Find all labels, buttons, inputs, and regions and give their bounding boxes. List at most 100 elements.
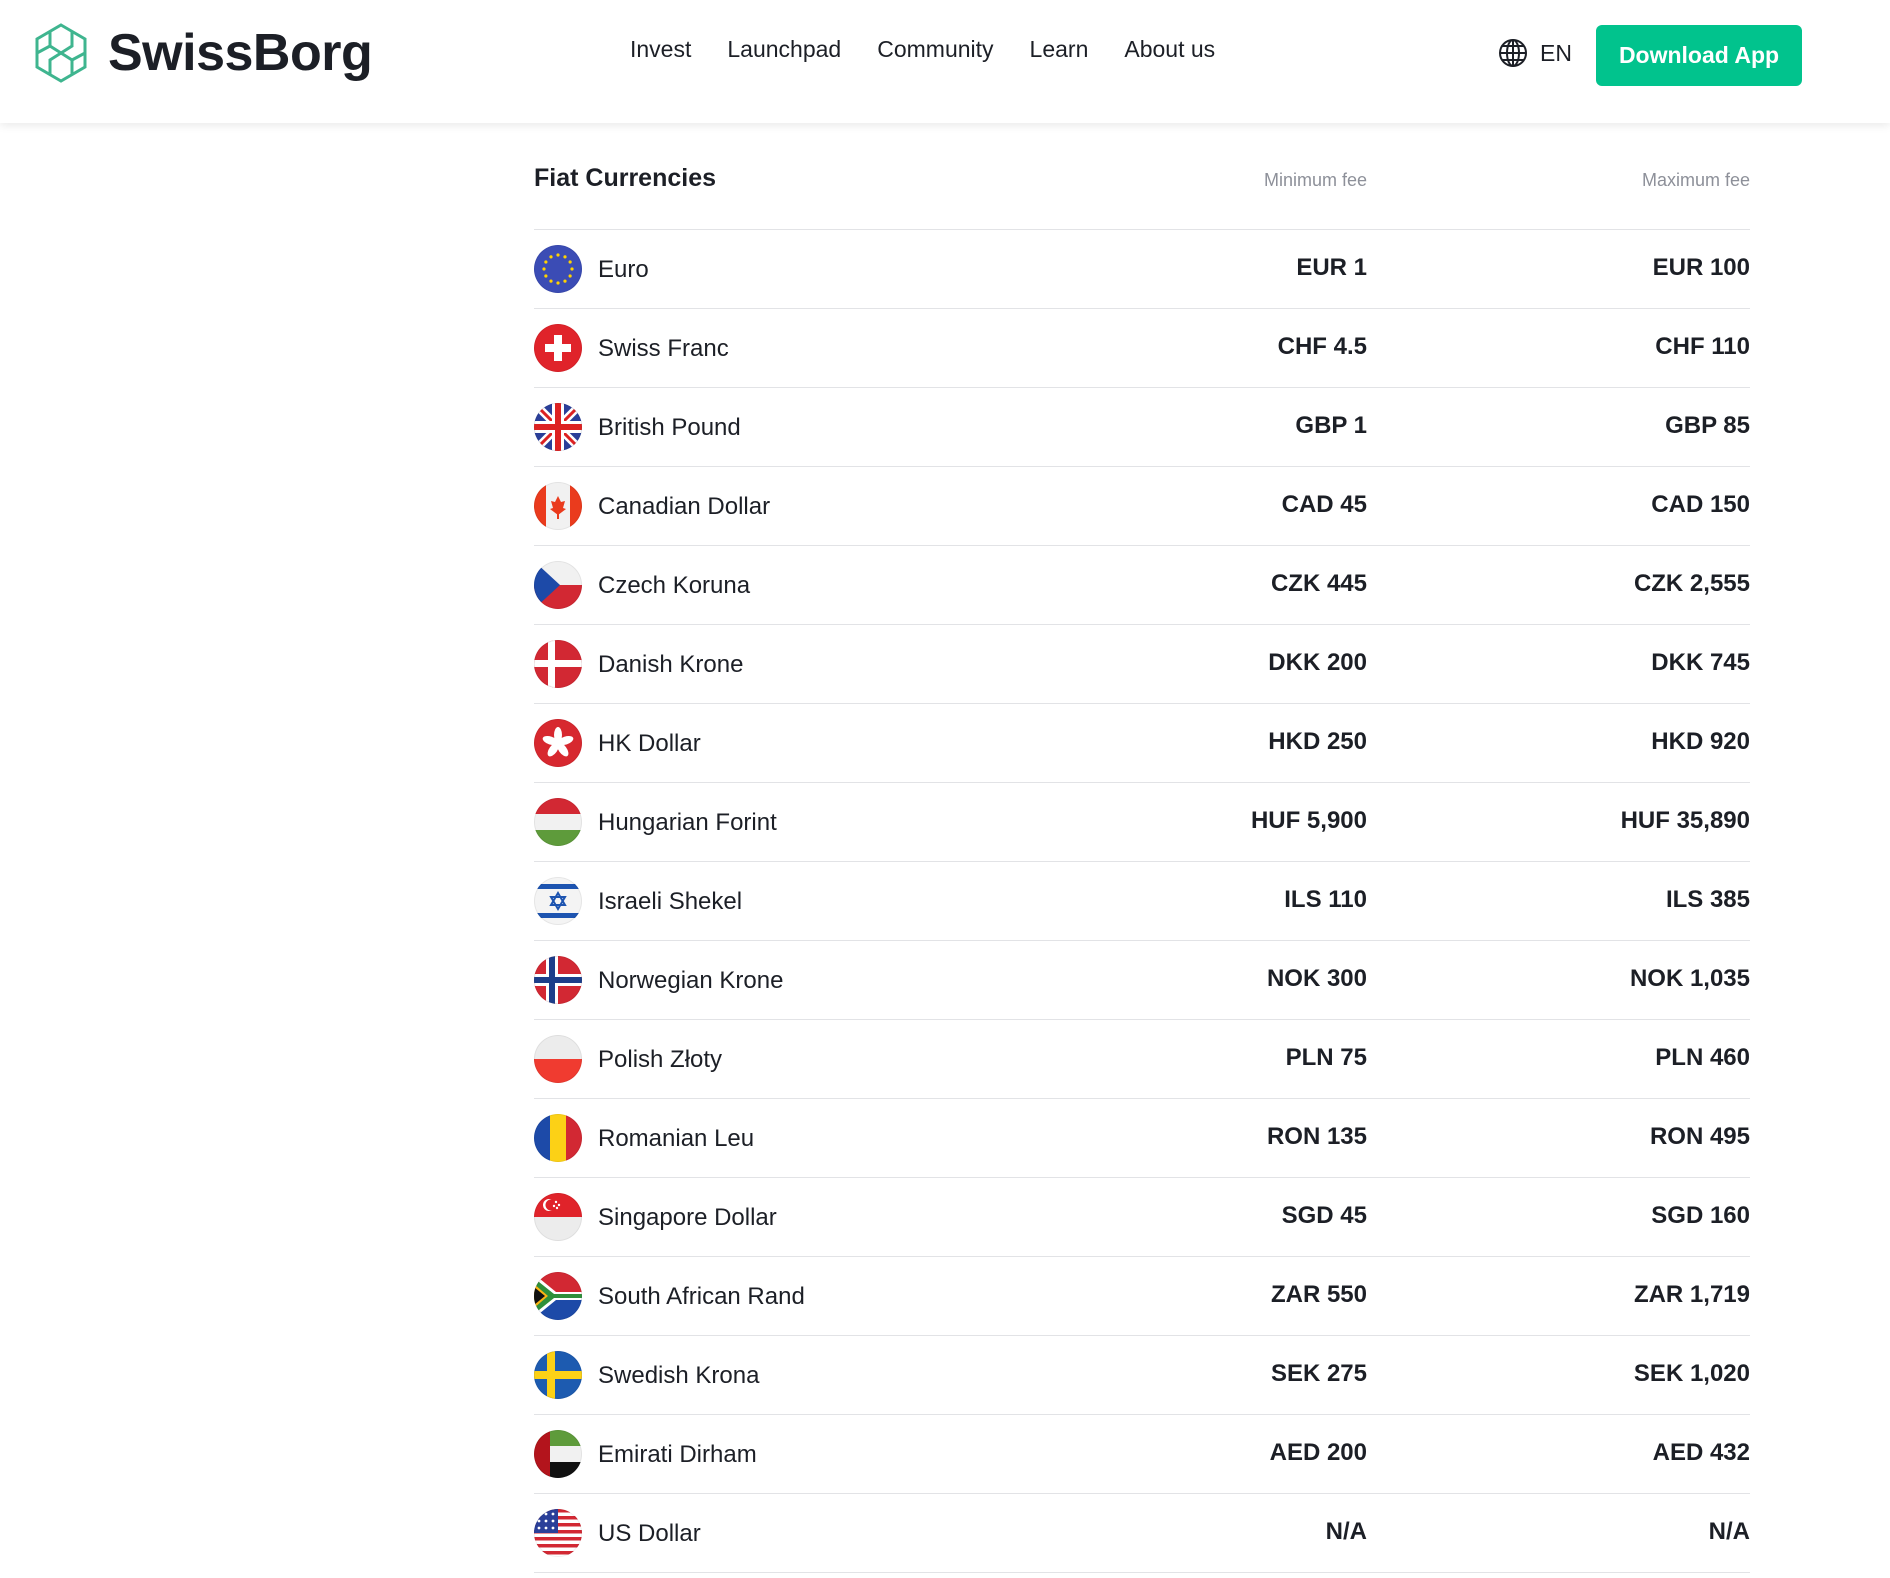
main-nav: Invest Launchpad Community Learn About u…	[630, 36, 1215, 63]
maximum-fee-header: Maximum fee	[1641, 170, 1750, 190]
table-row: British Pound GBP 1 GBP 85	[534, 388, 1750, 467]
table-row: Romanian Leu RON 135 RON 495	[534, 1099, 1750, 1178]
currency-name: Polish Złoty	[598, 1046, 723, 1073]
nav-learn[interactable]: Learn	[1029, 36, 1089, 62]
flag-ch-icon	[534, 324, 582, 372]
maximum-fee: RON 495	[1649, 1123, 1750, 1150]
site-header: SwissBorg Invest Launchpad Community Lea…	[0, 0, 1890, 123]
currency-name: Euro	[598, 256, 649, 283]
maximum-fee: EUR 100	[1652, 254, 1750, 281]
table-body: Euro EUR 1 EUR 100 Swiss Franc CHF 4.5 C…	[534, 230, 1750, 1573]
minimum-fee: NOK 300	[1266, 965, 1367, 992]
flag-pl-icon	[534, 1035, 582, 1083]
logo-text: SwissBorg	[108, 24, 373, 82]
currency-name: Hungarian Forint	[598, 809, 777, 836]
minimum-fee: CHF 4.5	[1277, 333, 1367, 360]
table-title: Fiat Currencies	[534, 164, 717, 192]
maximum-fee: NOK 1,035	[1629, 965, 1750, 992]
flag-gb-icon	[534, 403, 582, 451]
minimum-fee: HUF 5,900	[1250, 807, 1367, 834]
minimum-fee: DKK 200	[1268, 649, 1367, 676]
maximum-fee: CZK 2,555	[1633, 570, 1750, 597]
fiat-fees-table: Fiat Currencies Minimum fee Maximum fee …	[534, 150, 1750, 1573]
table-row: Israeli Shekel ILS 110 ILS 385	[534, 862, 1750, 941]
flag-hk-icon	[534, 719, 582, 767]
table-row: Swiss Franc CHF 4.5 CHF 110	[534, 309, 1750, 388]
minimum-fee: CAD 45	[1281, 491, 1367, 518]
maximum-fee: N/A	[1708, 1518, 1750, 1545]
table-row: Polish Złoty PLN 75 PLN 460	[534, 1020, 1750, 1099]
minimum-fee: N/A	[1325, 1518, 1367, 1545]
maximum-fee: SGD 160	[1651, 1202, 1750, 1229]
currency-name: Norwegian Krone	[598, 967, 784, 994]
maximum-fee: CHF 110	[1655, 333, 1750, 360]
flag-hu-icon	[534, 798, 582, 846]
flag-dk-icon	[534, 640, 582, 688]
table-row: Emirati Dirham AED 200 AED 432	[534, 1415, 1750, 1494]
flag-sg-icon	[534, 1193, 582, 1241]
currency-name: South African Rand	[598, 1283, 805, 1310]
maximum-fee: ZAR 1,719	[1633, 1281, 1750, 1308]
flag-eu-icon	[534, 245, 582, 293]
table-row: Hungarian Forint HUF 5,900 HUF 35,890	[534, 783, 1750, 862]
minimum-fee: ZAR 550	[1270, 1281, 1367, 1308]
currency-name: Czech Koruna	[598, 572, 751, 599]
currency-name: Danish Krone	[598, 651, 744, 678]
currency-name: Singapore Dollar	[598, 1204, 777, 1231]
logo[interactable]: SwissBorg	[30, 22, 373, 84]
minimum-fee-header: Minimum fee	[1263, 170, 1367, 190]
table-row: HK Dollar HKD 250 HKD 920	[534, 704, 1750, 783]
currency-name: Swiss Franc	[598, 335, 729, 362]
language-selector[interactable]: EN	[1498, 38, 1572, 68]
table-row: Euro EUR 1 EUR 100	[534, 230, 1750, 309]
currency-name: US Dollar	[598, 1520, 701, 1547]
currency-name: Emirati Dirham	[598, 1441, 757, 1468]
maximum-fee: GBP 85	[1665, 412, 1750, 439]
nav-launchpad[interactable]: Launchpad	[727, 36, 842, 62]
nav-community[interactable]: Community	[877, 36, 994, 62]
table-row: South African Rand ZAR 550 ZAR 1,719	[534, 1257, 1750, 1336]
nav-invest[interactable]: Invest	[630, 36, 692, 62]
table-row: Norwegian Krone NOK 300 NOK 1,035	[534, 941, 1750, 1020]
table-row: Danish Krone DKK 200 DKK 745	[534, 625, 1750, 704]
maximum-fee: HKD 920	[1651, 728, 1750, 755]
nav-about-us[interactable]: About us	[1124, 36, 1216, 62]
table-row: Swedish Krona SEK 275 SEK 1,020	[534, 1336, 1750, 1415]
table-row: US Dollar N/A N/A	[534, 1494, 1750, 1573]
download-app-button[interactable]: Download App	[1596, 25, 1802, 86]
maximum-fee: CAD 150	[1651, 491, 1750, 518]
minimum-fee: GBP 1	[1295, 412, 1367, 439]
flag-us-icon	[534, 1509, 582, 1557]
table-header: Fiat Currencies Minimum fee Maximum fee	[534, 150, 1750, 230]
minimum-fee: AED 200	[1269, 1439, 1367, 1466]
globe-icon	[1499, 39, 1527, 67]
table-row: Singapore Dollar SGD 45 SGD 160	[534, 1178, 1750, 1257]
minimum-fee: PLN 75	[1285, 1044, 1367, 1071]
flag-il-icon	[534, 877, 582, 925]
flag-ca-icon	[534, 482, 582, 530]
currency-name: Canadian Dollar	[598, 493, 771, 520]
minimum-fee: CZK 445	[1270, 570, 1367, 597]
table-row: Czech Koruna CZK 445 CZK 2,555	[534, 546, 1750, 625]
flag-ae-icon	[534, 1430, 582, 1478]
currency-name: British Pound	[598, 414, 741, 441]
currency-name: Israeli Shekel	[598, 888, 743, 915]
minimum-fee: RON 135	[1266, 1123, 1367, 1150]
minimum-fee: SGD 45	[1281, 1202, 1367, 1229]
flag-no-icon	[534, 956, 582, 1004]
swissborg-logo-icon	[35, 23, 87, 83]
currency-name: HK Dollar	[598, 730, 701, 757]
maximum-fee: PLN 460	[1655, 1044, 1750, 1071]
minimum-fee: ILS 110	[1284, 886, 1367, 913]
maximum-fee: HUF 35,890	[1620, 807, 1750, 834]
maximum-fee: SEK 1,020	[1633, 1360, 1750, 1387]
currency-name: Romanian Leu	[598, 1125, 755, 1152]
flag-ro-icon	[534, 1114, 582, 1162]
minimum-fee: EUR 1	[1296, 254, 1367, 281]
maximum-fee: DKK 745	[1651, 649, 1750, 676]
flag-za-icon	[534, 1272, 582, 1320]
maximum-fee: AED 432	[1652, 1439, 1750, 1466]
minimum-fee: HKD 250	[1268, 728, 1367, 755]
flag-cz-icon	[534, 561, 582, 609]
minimum-fee: SEK 275	[1270, 1360, 1367, 1387]
